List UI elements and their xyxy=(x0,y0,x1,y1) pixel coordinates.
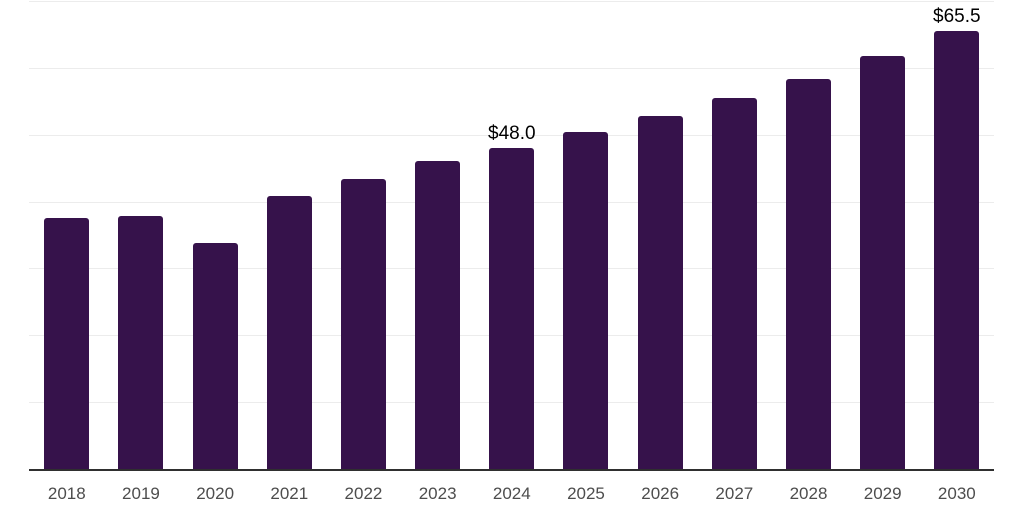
x-axis-tick-label-2020: 2020 xyxy=(196,484,235,503)
bar-2025 xyxy=(563,132,609,469)
x-axis-tick-label-2022: 2022 xyxy=(344,484,383,503)
bar-2028 xyxy=(786,78,831,469)
x-axis-tick-label-2019: 2019 xyxy=(122,484,160,503)
bar-2026 xyxy=(637,115,683,469)
bar-value-label-2030: $65.5 xyxy=(933,6,981,28)
x-axis-tick-label-2026: 2026 xyxy=(641,484,680,503)
bar-2019 xyxy=(118,216,164,469)
gridline xyxy=(29,67,994,69)
bar-value-label-2024: $48.0 xyxy=(488,123,536,145)
bar-2024 xyxy=(489,148,535,469)
bar-2018 xyxy=(44,218,90,469)
x-axis-tick-label-2029: 2029 xyxy=(863,484,902,503)
gridline xyxy=(29,1,994,2)
bar-2022 xyxy=(340,178,386,469)
x-axis-tick-label-2027: 2027 xyxy=(715,484,754,503)
x-axis-tick-label-2028: 2028 xyxy=(789,484,828,503)
x-axis-tick-label-2021: 2021 xyxy=(270,484,309,503)
x-axis-tick-label-2018: 2018 xyxy=(47,484,86,503)
x-axis-tick-label-2030: 2030 xyxy=(937,484,976,503)
x-axis-tick-label-2025: 2025 xyxy=(567,484,605,503)
bar-2021 xyxy=(266,196,312,469)
bar-2029 xyxy=(860,55,906,469)
bar-2020 xyxy=(192,243,238,469)
bar-2030 xyxy=(934,31,980,469)
x-axis-tick-label-2023: 2023 xyxy=(418,484,457,503)
x-axis-line xyxy=(29,469,994,471)
bar-2023 xyxy=(415,161,461,469)
bar-2027 xyxy=(711,97,757,469)
gridline xyxy=(29,134,994,136)
x-axis-tick-label-2024: 2024 xyxy=(492,484,531,503)
